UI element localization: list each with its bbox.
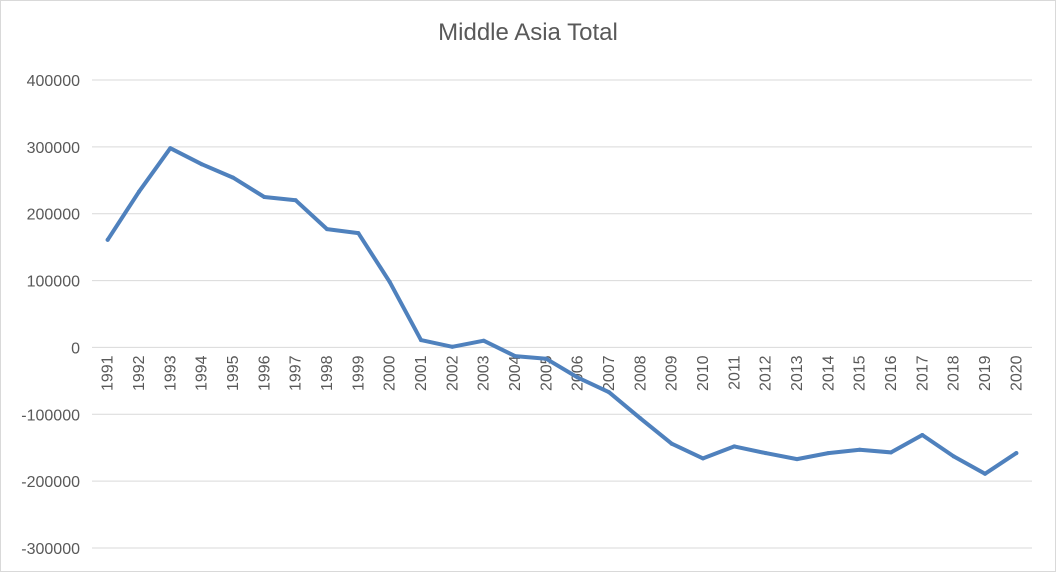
data-point-2012 [763,451,768,456]
x-tick-label: 2005 [538,355,555,391]
x-tick-label: 2003 [476,355,493,391]
x-tick-label: 2002 [444,355,461,391]
data-point-1995 [231,175,235,180]
x-tick-label: 2011 [726,355,743,390]
x-tick-label: 2006 [570,355,587,391]
data-point-1992 [137,189,141,194]
x-tick-label: 2012 [758,355,775,391]
x-tick-label: 1996 [256,355,273,391]
data-point-2000 [387,279,392,284]
data-point-2011 [732,444,737,449]
data-point-2007 [607,390,611,395]
y-tick-label: 200000 [27,207,80,224]
y-tick-label: 400000 [27,73,80,90]
x-tick-label: 2013 [789,355,806,391]
data-point-1991 [105,237,110,242]
data-point-1996 [262,195,267,199]
x-tick-label: 2007 [601,355,618,391]
data-point-2005 [544,356,549,361]
x-tick-label: 2016 [883,355,900,391]
data-point-1994 [199,162,204,167]
data-point-2014 [826,451,831,456]
y-tick-label: 0 [71,340,80,357]
x-tick-label: 2001 [413,355,430,391]
x-tick-label: 1992 [131,355,148,391]
y-tick-label: -100000 [21,407,80,424]
x-tick-label: 2018 [946,355,963,391]
x-tick-label: 2015 [852,355,869,391]
data-point-2017 [920,433,925,437]
x-tick-label: 1998 [319,355,336,391]
data-point-2002 [450,344,455,349]
data-point-2015 [857,447,862,452]
chart-title: Middle Asia Total [438,19,618,46]
x-tick-label: 1993 [162,355,179,391]
data-point-2018 [951,454,956,459]
data-point-2010 [701,456,705,461]
data-point-2004 [513,354,517,359]
x-tick-label: 1999 [350,355,367,391]
data-point-2020 [1014,451,1019,456]
x-tick-label: 2008 [632,355,649,391]
x-tick-label: 2020 [1008,355,1025,391]
data-point-1999 [356,231,361,236]
y-tick-label: 100000 [27,274,80,291]
y-tick-label: 300000 [27,140,80,157]
data-point-1993 [168,146,173,151]
x-tick-label: 2017 [914,355,931,391]
data-point-2013 [795,457,799,462]
x-tick-label: 2019 [977,355,994,391]
x-tick-label: 2010 [695,355,712,391]
data-point-1998 [325,227,329,232]
data-point-1997 [293,198,298,203]
series-line-0 [105,146,1019,476]
x-tick-label: 1994 [194,355,211,391]
x-tick-label: 2014 [820,355,837,391]
x-tick-label: 1991 [100,355,117,391]
x-tick-label: 2004 [507,355,524,391]
data-point-2008 [638,416,643,421]
y-tick-label: -300000 [21,541,80,558]
x-tick-label: 2000 [382,355,399,391]
x-tick-label: 1997 [288,355,305,391]
data-point-2019 [983,471,987,476]
data-point-2001 [419,338,423,343]
data-point-2003 [481,338,486,343]
x-tick-label: 1995 [225,355,242,391]
y-tick-label: -200000 [21,474,80,491]
data-point-2016 [889,450,893,455]
data-point-2009 [669,441,674,446]
x-tick-label: 2009 [664,355,681,391]
data-point-2006 [575,375,580,380]
